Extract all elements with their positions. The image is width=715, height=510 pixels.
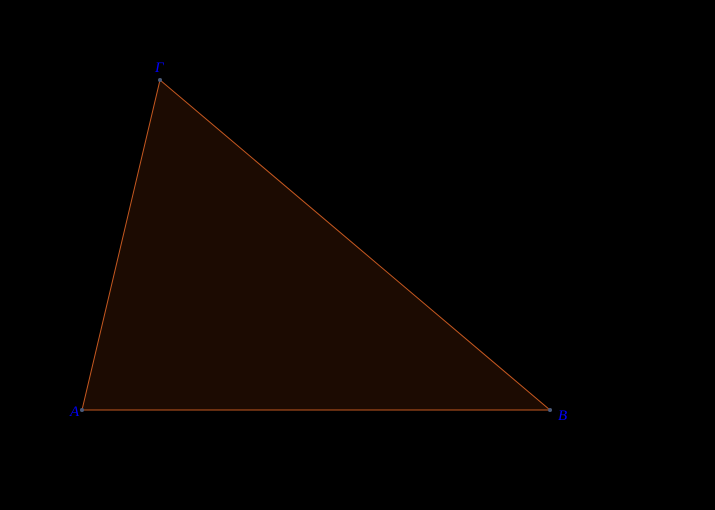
label-A: Α: [69, 404, 80, 420]
point-A: [80, 408, 84, 412]
label-B: Β: [558, 408, 567, 424]
triangle-abg: [82, 80, 550, 410]
label-G: Γ: [154, 60, 165, 76]
vertex-B: Β: [548, 408, 567, 424]
geometry-canvas: Α Β Γ: [0, 0, 715, 510]
vertex-G: Γ: [154, 60, 165, 82]
vertex-A: Α: [69, 404, 84, 420]
point-B: [548, 408, 552, 412]
point-G: [158, 78, 162, 82]
